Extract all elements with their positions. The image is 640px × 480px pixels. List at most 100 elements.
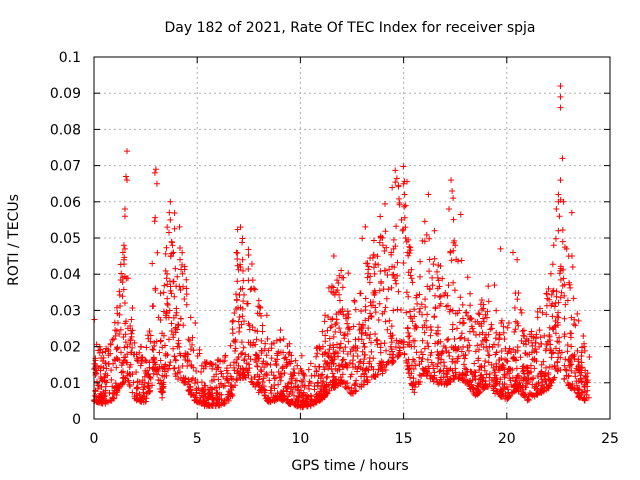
data-point <box>164 301 171 308</box>
data-point <box>245 372 252 379</box>
data-point <box>564 341 571 348</box>
data-point <box>338 361 345 368</box>
data-point <box>465 378 472 385</box>
data-point <box>155 377 162 384</box>
data-point <box>138 360 145 367</box>
data-point <box>557 93 564 100</box>
data-point <box>365 263 372 270</box>
data-point <box>308 393 315 400</box>
data-point <box>389 184 396 191</box>
data-point <box>213 390 220 397</box>
data-point <box>565 253 572 260</box>
data-point <box>367 299 374 306</box>
data-point <box>376 360 383 367</box>
data-point <box>179 249 186 256</box>
data-point <box>382 367 389 374</box>
data-point <box>535 380 542 387</box>
data-point <box>435 324 442 331</box>
data-point <box>547 270 554 277</box>
data-point <box>146 328 153 335</box>
data-point <box>272 392 279 399</box>
data-point <box>498 347 505 354</box>
data-point <box>377 235 384 241</box>
data-point <box>172 265 179 272</box>
data-point <box>358 308 365 315</box>
data-point <box>556 334 563 341</box>
data-point <box>496 380 503 387</box>
data-point <box>220 373 227 380</box>
data-point <box>246 322 253 329</box>
data-point <box>560 275 567 282</box>
data-point <box>234 370 241 377</box>
data-point <box>417 305 424 312</box>
data-point <box>95 382 102 389</box>
data-point <box>127 337 134 344</box>
data-point <box>382 228 389 235</box>
data-point <box>167 216 174 223</box>
data-point <box>389 355 396 362</box>
data-point <box>476 311 483 318</box>
data-point <box>457 294 464 301</box>
data-point <box>100 354 107 361</box>
data-point <box>557 82 564 89</box>
data-point <box>213 384 220 391</box>
data-point <box>277 377 284 384</box>
data-point <box>124 351 131 358</box>
data-point <box>506 375 513 382</box>
data-point <box>129 344 136 351</box>
data-point <box>349 357 356 364</box>
data-point <box>346 359 353 366</box>
data-point <box>243 300 250 307</box>
data-point <box>124 177 131 184</box>
data-point <box>126 381 133 388</box>
data-point <box>131 339 138 346</box>
data-point <box>168 328 175 335</box>
data-point <box>438 380 445 387</box>
data-point <box>266 396 273 403</box>
data-point <box>490 341 497 348</box>
data-point <box>322 338 329 345</box>
data-point <box>95 393 102 400</box>
data-point <box>482 358 489 365</box>
data-point <box>512 318 519 325</box>
data-point <box>259 378 266 385</box>
data-point <box>225 397 232 404</box>
data-point <box>330 289 337 296</box>
data-point <box>436 293 443 300</box>
data-point <box>390 351 397 358</box>
data-point <box>548 291 555 298</box>
data-point <box>94 363 101 370</box>
data-point <box>133 390 140 397</box>
data-point <box>563 367 570 374</box>
data-point <box>288 352 295 359</box>
data-point <box>555 309 562 316</box>
data-point <box>232 339 239 346</box>
data-point <box>434 348 441 355</box>
data-point <box>372 304 379 311</box>
data-point <box>286 349 293 356</box>
data-point <box>551 303 558 310</box>
data-point <box>345 270 352 277</box>
data-point <box>277 393 284 400</box>
data-point <box>536 343 543 350</box>
data-point <box>425 363 432 370</box>
data-point <box>521 394 528 401</box>
data-point <box>557 354 564 361</box>
data-point <box>408 266 415 273</box>
data-point <box>351 381 358 388</box>
data-point <box>140 389 147 396</box>
data-point <box>425 191 432 198</box>
data-point <box>369 254 376 261</box>
data-point <box>216 391 223 398</box>
data-point <box>201 358 208 365</box>
data-point <box>484 348 491 355</box>
data-point <box>451 237 458 244</box>
data-point <box>445 336 452 343</box>
data-point <box>486 343 493 350</box>
data-point <box>475 357 482 364</box>
data-point <box>131 393 138 400</box>
data-point <box>572 322 579 329</box>
data-point <box>350 323 357 330</box>
data-point <box>99 349 106 356</box>
data-point <box>162 267 169 274</box>
